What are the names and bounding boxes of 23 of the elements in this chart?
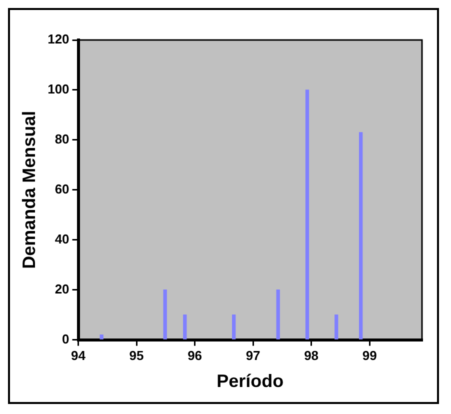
bar [232, 314, 236, 340]
y-tick-label: 20 [54, 281, 70, 296]
y-tick-label: 60 [54, 181, 70, 196]
x-tick-label: 99 [362, 348, 377, 364]
x-tick-label: 95 [129, 348, 144, 364]
x-tick-label: 94 [71, 348, 86, 364]
bar [334, 314, 338, 340]
y-tick-label: 100 [48, 82, 70, 97]
y-tick-label: 40 [54, 231, 70, 246]
y-tick-label: 0 [62, 331, 70, 346]
y-tick-label: 80 [54, 132, 70, 147]
x-tick-label: 98 [304, 348, 319, 364]
bar [276, 290, 280, 340]
y-axis-title: Demanda Mensual [18, 110, 39, 269]
x-axis-title: Período [216, 371, 284, 392]
x-tick-label: 96 [188, 348, 202, 364]
bar [359, 132, 363, 340]
bar [183, 314, 187, 340]
bar [305, 90, 310, 340]
x-tick-label: 97 [246, 348, 260, 364]
bar [100, 334, 104, 340]
bar [163, 290, 167, 340]
y-tick-label: 120 [48, 32, 70, 47]
